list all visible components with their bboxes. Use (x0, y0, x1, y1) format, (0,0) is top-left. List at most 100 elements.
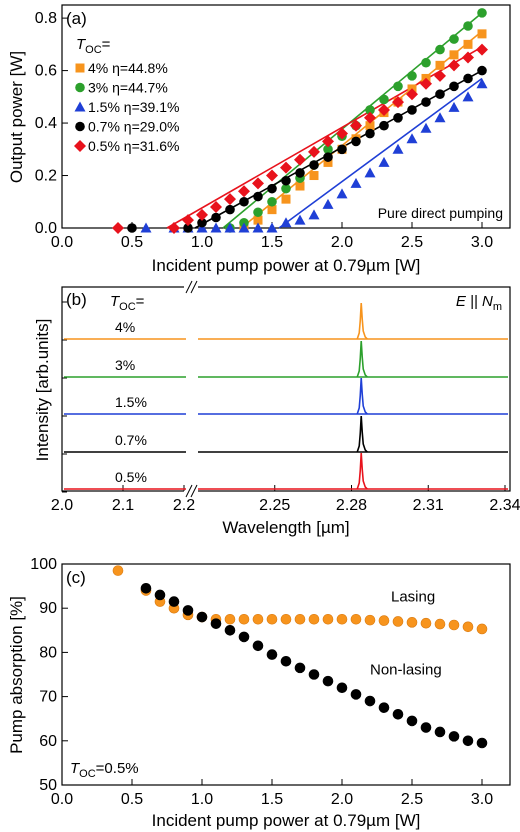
c-point-lasing-18 (378, 615, 390, 626)
panel-b-spectrum-lines (64, 302, 508, 490)
panel-b-spectra: 2.0 2.1 2.2 2.25 2.28 2.31 2.34 4% 3% 1.5% 0.7% 0.… (33, 280, 520, 537)
point-s4-0 (112, 222, 124, 234)
point-s4-5 (224, 193, 236, 206)
point-s1-4 (281, 183, 291, 194)
spectrum-label-3: 3% (115, 357, 135, 373)
b-x-tick-label-4: 2.28 (336, 497, 367, 514)
point-s1-15 (435, 44, 445, 55)
point-s1-17 (463, 21, 473, 31)
point-s2-10 (294, 214, 306, 225)
c-point-lasing-10 (266, 613, 278, 625)
c-point-non-lasing-23 (462, 735, 474, 747)
c-point-lasing-15 (336, 613, 348, 625)
c-x-tick-label-5: 2.5 (401, 791, 423, 808)
b-x-tick-label-1: 2.1 (112, 497, 134, 514)
point-s3-9 (295, 168, 305, 178)
a-y-tick-label-0: 0.0 (35, 220, 57, 237)
spectrum-label-0-7: 0.7% (115, 432, 147, 448)
c-point-non-lasing-24 (476, 737, 488, 749)
point-s2-8 (266, 222, 278, 233)
c-point-non-lasing-12 (308, 669, 320, 680)
panel-b-axis-break (184, 280, 198, 498)
panel-b-polarization: E || Nm (456, 293, 502, 313)
panel-b-legend-title: TOC= (110, 293, 145, 313)
c-point-non-lasing-11 (294, 662, 306, 674)
point-s1-16 (449, 34, 459, 44)
c-point-lasing-8 (238, 613, 250, 625)
panel-c-y-axis-title: Pump absorption [%] (7, 596, 26, 754)
panel-b-label: (b) (66, 290, 87, 309)
point-s3-5 (239, 196, 249, 207)
point-s4-21 (448, 59, 460, 72)
c-point-non-lasing-5 (210, 618, 222, 629)
point-s2-16 (378, 156, 390, 167)
legend-label-3: 0.7% η=29.0% (88, 119, 179, 135)
point-s0-14 (435, 60, 445, 70)
point-s1-11 (379, 94, 389, 105)
panel-c-series-labels: Lasing Non-lasing (370, 589, 442, 679)
point-s4-3 (196, 208, 208, 221)
b-x-tick-label-0: 2.0 (51, 497, 73, 514)
point-s4-10 (294, 153, 306, 166)
point-s0-4 (295, 181, 305, 191)
a-x-tick-label-3: 1.5 (261, 234, 283, 251)
c-point-lasing-7 (224, 613, 236, 625)
point-s2-11 (308, 209, 320, 220)
spectrum-label-0-5: 0.5% (115, 469, 147, 485)
a-y-tick-label-1: 0.2 (35, 168, 57, 185)
c-point-non-lasing-14 (336, 682, 348, 694)
c-point-non-lasing-9 (266, 649, 278, 660)
legend-marker-1 (75, 82, 85, 93)
point-s3-21 (463, 73, 473, 84)
panel-c-data-points (112, 565, 488, 749)
b-x-tick-label-6: 2.34 (489, 497, 520, 514)
c-x-tick-label-3: 1.5 (261, 791, 283, 808)
c-series-label-non-lasing: Non-lasing (370, 662, 442, 679)
point-s0-2 (267, 205, 277, 215)
panel-b-x-axis-title: Wavelength [µm] (222, 518, 349, 537)
panel-a-annotation: Pure direct pumping (378, 205, 503, 221)
c-y-tick-label-2: 70 (39, 689, 57, 706)
c-point-lasing-14 (322, 613, 334, 625)
c-y-tick-label-5: 100 (30, 556, 57, 573)
c-point-lasing-25 (476, 623, 488, 635)
point-s3-15 (379, 120, 389, 131)
point-s4-12 (322, 135, 334, 148)
point-s1-14 (421, 57, 431, 68)
a-y-tick-label-2: 0.4 (35, 115, 57, 132)
panel-c-pump-absorption: 0.0 0.5 1.0 1.5 2.0 2.5 3.0 50 60 70 80 90 100 Lasin… (7, 556, 511, 830)
point-s3-7 (267, 183, 277, 194)
point-s1-7 (323, 144, 333, 155)
panel-b-series-labels: 4% 3% 1.5% 0.7% 0.5% (115, 319, 147, 485)
c-point-non-lasing-4 (196, 611, 208, 623)
c-point-non-lasing-16 (364, 695, 376, 707)
point-s2-12 (322, 198, 334, 209)
point-s4-11 (308, 145, 320, 158)
c-x-tick-label-2: 1.0 (191, 791, 213, 808)
c-x-tick-label-0: 0.0 (51, 791, 73, 808)
a-x-tick-label-2: 1.0 (191, 234, 213, 251)
point-s3-11 (323, 152, 333, 162)
point-s3-19 (435, 89, 445, 99)
c-y-tick-label-0: 50 (39, 777, 57, 794)
point-s0-9 (365, 121, 375, 131)
c-point-lasing-16 (350, 613, 362, 625)
panel-a-data-points (112, 8, 488, 234)
point-s0-1 (253, 215, 263, 225)
point-s1-13 (407, 71, 417, 81)
point-s3-14 (365, 128, 375, 139)
spectrum-peak-2 (356, 377, 368, 415)
point-s3-3 (211, 212, 221, 223)
panel-a-output-power: 0.0 0.5 1.0 1.5 2.0 2.5 3.0 0.0 0.2 0.4 0.6 0.8 TOC… (7, 4, 511, 275)
c-point-non-lasing-0 (140, 583, 152, 594)
point-s2-7 (252, 222, 264, 233)
point-s3-6 (253, 191, 263, 202)
panel-a-ticks: 0.0 0.5 1.0 1.5 2.0 2.5 3.0 0.0 0.2 0.4 0.6 0.8 (35, 10, 493, 251)
point-s3-2 (197, 217, 207, 228)
c-point-lasing-22 (434, 618, 446, 630)
point-s4-6 (238, 185, 250, 198)
c-point-lasing-20 (406, 617, 418, 628)
c-point-lasing-13 (308, 613, 320, 625)
c-point-non-lasing-6 (224, 624, 236, 636)
panel-a-x-axis-title: Incident pump power at 0.79µm [W] (152, 256, 421, 275)
